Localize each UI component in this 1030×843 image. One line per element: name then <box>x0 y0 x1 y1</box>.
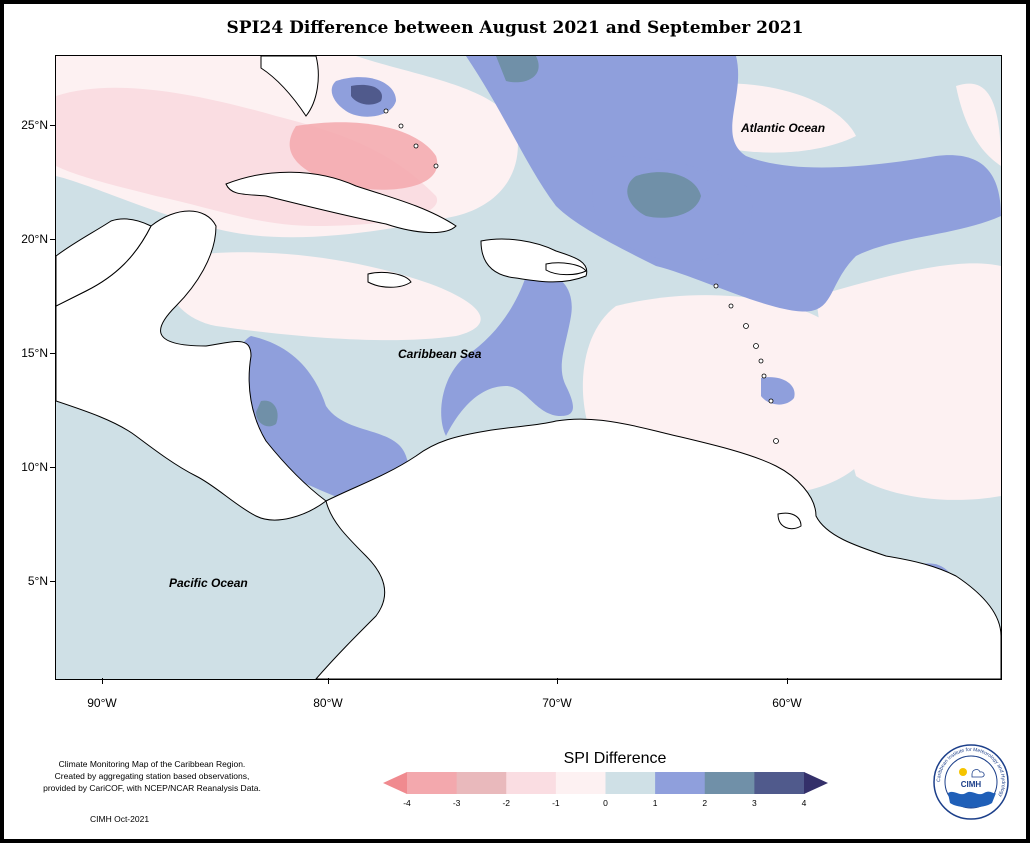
logo-acronym: CIMH <box>961 780 982 789</box>
legend-swatch <box>754 772 805 794</box>
spi-difference-map <box>56 56 1001 679</box>
island <box>768 398 774 404</box>
lat-tick-20n: 20°N <box>21 232 48 246</box>
island <box>773 438 779 444</box>
map-panel: Atlantic Ocean Caribbean Sea Pacific Oce… <box>55 55 1002 680</box>
island <box>433 163 439 169</box>
florida <box>260 56 319 117</box>
wave-icon <box>948 791 996 808</box>
south-america <box>315 418 1001 679</box>
legend-tick-label: 1 <box>652 798 658 808</box>
legend-tick-label: 3 <box>752 798 757 808</box>
wet-core-north <box>496 56 539 83</box>
lon-tick-90w: 90°W <box>87 696 117 710</box>
wet-core-atlantic <box>627 172 701 218</box>
lon-tickmark <box>102 678 103 684</box>
lesser-antilles <box>383 108 779 444</box>
map-title: SPI24 Difference between August 2021 and… <box>226 18 804 38</box>
lat-tickmark <box>50 581 55 582</box>
lat-tick-5n: 5°N <box>27 574 48 588</box>
lon-tick-70w: 70°W <box>542 696 572 710</box>
legend-tick-label: 4 <box>801 798 807 808</box>
legend-tick-label: -2 <box>502 798 511 808</box>
legend-tick-label: -4 <box>403 798 411 808</box>
label-pacific-ocean: Pacific Ocean <box>169 576 248 590</box>
island <box>383 108 389 114</box>
lat-tick-25n: 25°N <box>21 118 48 132</box>
dry-zone-central <box>169 252 481 341</box>
lon-tick-80w: 80°W <box>313 696 343 710</box>
cuba <box>225 171 457 234</box>
lat-tick-15n: 15°N <box>21 346 48 360</box>
lat-tickmark <box>50 467 55 468</box>
legend-tick-label: -1 <box>552 798 560 808</box>
credit-text: Climate Monitoring Map of the Caribbean … <box>22 758 282 794</box>
lon-tick-60w: 60°W <box>772 696 802 710</box>
cimh-logo: Caribbean Institute for Meteorology and … <box>933 744 1009 820</box>
label-caribbean-sea: Caribbean Sea <box>398 347 482 361</box>
lon-tickmark <box>787 678 788 684</box>
lat-tickmark <box>50 353 55 354</box>
credit-line-1: Climate Monitoring Map of the Caribbean … <box>58 759 246 769</box>
island <box>743 323 749 329</box>
island <box>413 143 419 149</box>
wet-core-west-caribbean <box>256 400 278 427</box>
island <box>398 123 404 129</box>
legend-swatch <box>605 772 656 794</box>
mexico <box>56 218 152 307</box>
legend-swatch <box>506 772 557 794</box>
island <box>728 303 734 309</box>
lat-tickmark <box>50 239 55 240</box>
legend-colorbar <box>383 772 828 794</box>
legend-swatch-max <box>804 772 828 794</box>
cloud-icon <box>971 769 985 778</box>
island <box>713 283 719 289</box>
lat-tick-10n: 10°N <box>21 460 48 474</box>
wet-core-bahamas <box>351 84 382 105</box>
label-atlantic-ocean: Atlantic Ocean <box>741 121 826 135</box>
legend-swatch-min <box>383 772 407 794</box>
legend-swatch <box>456 772 507 794</box>
landmass-group <box>56 56 1001 679</box>
legend-tick-label: -3 <box>452 798 461 808</box>
legend-swatch <box>704 772 755 794</box>
island <box>753 343 759 349</box>
central-america <box>56 210 327 521</box>
dry-zone-ne <box>956 83 1001 166</box>
sun-icon <box>959 768 967 776</box>
island <box>758 358 764 364</box>
wet-zone-central-caribbean <box>441 273 573 436</box>
legend-title: SPI Difference <box>563 750 667 767</box>
legend-swatch <box>407 772 458 794</box>
legend-swatch <box>555 772 606 794</box>
lat-tickmark <box>50 125 55 126</box>
puerto-rico <box>545 262 587 276</box>
trinidad <box>777 512 802 530</box>
credit-line-3: provided by CariCOF, with NCEP/NCAR Rean… <box>43 783 261 793</box>
dry-zone-atlantic-east <box>816 263 1001 500</box>
legend-tick-label: 2 <box>702 798 708 808</box>
wet-spot-antilles <box>761 377 795 405</box>
dry-core-bahamas <box>289 122 438 190</box>
lon-tickmark <box>328 678 329 684</box>
island <box>761 373 767 379</box>
legend-swatch <box>655 772 706 794</box>
credit-date: CIMH Oct-2021 <box>90 814 150 824</box>
jamaica <box>367 271 412 288</box>
credit-line-2: Created by aggregating station based obs… <box>54 771 250 781</box>
legend-tick-label: 0 <box>603 798 608 808</box>
lon-tickmark <box>557 678 558 684</box>
